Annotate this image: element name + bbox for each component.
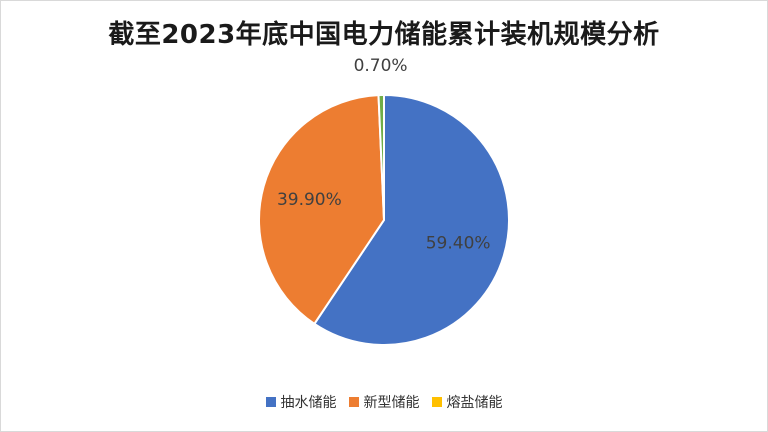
chart-title: 截至2023年底中国电力储能累计装机规模分析 <box>108 20 660 50</box>
legend-swatch-new <box>348 397 359 407</box>
data-label-molten-salt: 0.70% <box>354 56 408 76</box>
legend-item-molten-salt: 熔盐储能 <box>431 392 503 412</box>
data-label-new: 39.90% <box>277 190 342 210</box>
legend-label-new: 新型储能 <box>363 395 420 411</box>
pie-slice-pumped <box>313 93 510 346</box>
legend-swatch-pumped <box>265 397 276 407</box>
legend-swatch-molten-salt <box>431 397 442 407</box>
legend-item-new: 新型储能 <box>348 392 420 412</box>
legend: 抽水储能 新型储能 熔盐储能 <box>0 392 768 412</box>
legend-item-pumped: 抽水储能 <box>265 392 337 412</box>
pie-slice-new <box>258 94 386 326</box>
legend-label-pumped: 抽水储能 <box>280 395 337 411</box>
legend-label-molten-salt: 熔盐储能 <box>446 395 503 411</box>
data-label-pumped: 59.40% <box>426 234 491 254</box>
pie-slice-molten-salt <box>377 93 385 221</box>
